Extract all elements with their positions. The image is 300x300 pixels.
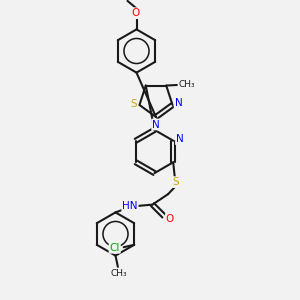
Text: O: O [131,8,139,18]
Text: CH₃: CH₃ [178,80,195,89]
Text: N: N [176,134,184,144]
Text: N: N [175,98,182,109]
Text: Cl: Cl [110,243,120,253]
Text: HN: HN [122,201,138,211]
Text: S: S [131,99,137,110]
Text: S: S [172,177,178,187]
Text: N: N [152,119,160,130]
Text: CH₃: CH₃ [111,268,128,278]
Text: O: O [166,214,174,224]
